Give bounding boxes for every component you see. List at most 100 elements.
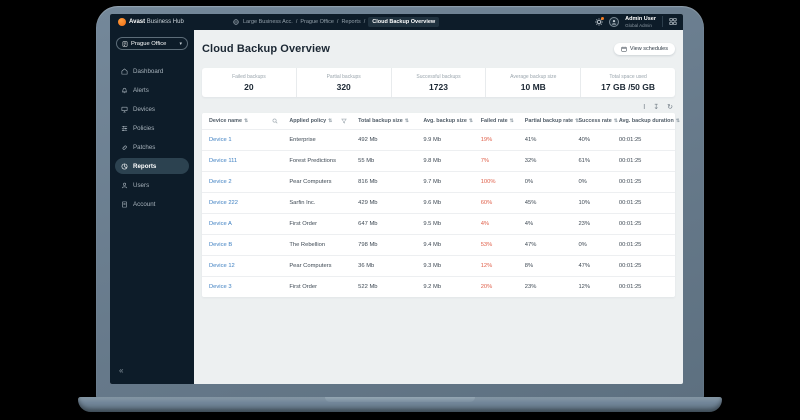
device-name-link[interactable]: Device A xyxy=(209,221,232,227)
sort-icon[interactable]: ⇅ xyxy=(613,118,618,124)
partial-backup-rate-cell: 0% xyxy=(524,179,534,185)
stat-failed-backups: Failed backups 20 xyxy=(202,68,296,97)
stat-value: 10 MB xyxy=(520,81,546,92)
avg-backup-size-cell: 9.7 Mb xyxy=(423,179,442,185)
table-row[interactable]: Device 3 First Order 522 Mb 9.2 Mb 20% 2… xyxy=(202,276,675,297)
failed-rate-cell: 12% xyxy=(480,263,493,269)
column-header-failed-rate[interactable]: Failed rate ⇅ xyxy=(480,118,514,124)
sidebar-item-reports[interactable]: Reports xyxy=(115,158,189,174)
table-row[interactable]: Device A First Order 647 Mb 9.5 Mb 4% 4%… xyxy=(202,213,675,234)
main-content: Cloud Backup Overview View schedules Fai… xyxy=(194,30,683,384)
user-role: Global Admin xyxy=(625,22,652,28)
column-header-avg-backup-duration[interactable]: Avg. backup duration ⇅ xyxy=(618,118,680,124)
sort-icon[interactable]: ⇅ xyxy=(404,118,409,124)
home-icon xyxy=(121,67,128,74)
column-header-success-rate[interactable]: Success rate ⇅ xyxy=(578,118,618,124)
breadcrumb-item-site[interactable]: Prague Office xyxy=(300,19,334,25)
filter-icon[interactable] xyxy=(341,118,347,124)
user-name: Admin User xyxy=(625,16,656,23)
breadcrumb-item-current: Cloud Backup Overview xyxy=(368,17,440,27)
report-pie-icon xyxy=(121,163,128,169)
site-selector[interactable]: Prague Office ▾ xyxy=(116,37,188,50)
column-header-device-name[interactable]: Device name ⇅ xyxy=(209,118,289,124)
stat-successful-backups: Successful backups 1723 xyxy=(390,68,486,97)
sidebar-collapse-button[interactable]: « xyxy=(119,366,124,375)
calendar-icon xyxy=(621,46,627,52)
partial-backup-rate-cell: 4% xyxy=(524,221,534,227)
device-name-link[interactable]: Device 2 xyxy=(209,179,232,185)
table-row[interactable]: Device B The Rebellion 798 Mb 9.4 Mb 53%… xyxy=(202,234,675,255)
view-schedules-button[interactable]: View schedules xyxy=(613,43,675,55)
success-rate-cell: 0% xyxy=(578,179,587,185)
applied-policy-cell: First Order xyxy=(289,284,318,290)
search-icon[interactable] xyxy=(272,118,278,124)
sort-icon[interactable]: ⇅ xyxy=(243,118,249,124)
avatar[interactable] xyxy=(609,16,620,27)
user-meta[interactable]: Admin User Global Admin xyxy=(625,16,656,27)
table-header-row: Device name ⇅ Applied policy ⇅ xyxy=(202,113,680,129)
table-row[interactable]: Device 222 Sarfin Inc. 429 Mb 9.6 Mb 60%… xyxy=(202,192,675,213)
laptop-base xyxy=(78,397,722,412)
total-backup-size-cell: 522 Mb xyxy=(358,284,378,290)
failed-rate-cell: 53% xyxy=(480,242,493,248)
sort-icon[interactable]: ⇅ xyxy=(675,118,680,124)
sidebar-item-label: Dashboard xyxy=(133,67,164,75)
column-header-applied-policy[interactable]: Applied policy ⇅ xyxy=(289,118,358,124)
sort-icon[interactable]: ⇅ xyxy=(328,118,333,124)
applied-policy-cell: Sarfin Inc. xyxy=(289,200,316,206)
table-row[interactable]: Device 2 Pear Computers 816 Mb 9.7 Mb 10… xyxy=(202,171,675,192)
partial-backup-rate-cell: 47% xyxy=(524,242,537,248)
app-switcher-icon[interactable] xyxy=(669,18,677,26)
brand-name: Avast Business Hub xyxy=(129,19,184,25)
column-header-partial-backup-rate[interactable]: Partial backup rate ⇅ xyxy=(524,118,580,124)
stat-value: 17 GB /50 GB xyxy=(601,81,656,92)
sidebar-item-users[interactable]: Users xyxy=(115,177,189,193)
failed-rate-cell: 60% xyxy=(480,200,493,206)
sidebar-item-dashboard[interactable]: Dashboard xyxy=(115,63,189,79)
column-header-avg-backup-size[interactable]: Avg. backup size ⇅ xyxy=(423,118,474,124)
avg-backup-size-cell: 9.2 Mb xyxy=(423,284,442,290)
brand: Avast Business Hub xyxy=(118,18,220,26)
total-backup-size-cell: 429 Mb xyxy=(358,200,378,206)
sliders-icon xyxy=(121,125,128,131)
success-rate-cell: 61% xyxy=(578,158,591,164)
laptop-shadow xyxy=(70,408,730,418)
total-backup-size-cell: 55 Mb xyxy=(358,158,375,164)
breadcrumb-item-reports[interactable]: Reports xyxy=(341,19,361,25)
total-backup-size-cell: 647 Mb xyxy=(358,221,378,227)
table-row[interactable]: Device 12 Pear Computers 36 Mb 9.3 Mb 12… xyxy=(202,255,675,276)
total-backup-size-cell: 798 Mb xyxy=(358,242,378,248)
sort-icon[interactable]: ⇅ xyxy=(468,118,474,124)
avg-backup-duration-cell: 00:01:25 xyxy=(618,284,642,290)
globe-icon xyxy=(232,18,240,26)
sidebar-item-account[interactable]: Account xyxy=(115,196,189,212)
sidebar-item-label: Policies xyxy=(133,124,155,132)
sidebar-item-alerts[interactable]: Alerts xyxy=(115,82,189,98)
settings-gear-icon[interactable] xyxy=(595,16,605,26)
device-name-link[interactable]: Device 1 xyxy=(209,137,232,143)
table-row[interactable]: Device 111 Forest Predictions 55 Mb 9.8 … xyxy=(202,150,675,171)
table-row[interactable]: Device 1 Enterprise 492 Mb 9.9 Mb 19% 41… xyxy=(202,129,675,150)
page-header: Cloud Backup Overview View schedules xyxy=(202,43,675,55)
device-name-link[interactable]: Device B xyxy=(209,242,233,248)
device-name-link[interactable]: Device 222 xyxy=(209,200,239,206)
device-name-link[interactable]: Device 111 xyxy=(209,158,238,164)
applied-policy-cell: Enterprise xyxy=(289,137,316,143)
column-header-total-backup-size[interactable]: Total backup size ⇅ xyxy=(358,118,409,124)
chevron-down-icon: ▾ xyxy=(179,40,182,47)
avg-backup-duration-cell: 00:01:25 xyxy=(618,200,642,206)
refresh-icon[interactable]: ↻ xyxy=(667,104,673,111)
device-name-link[interactable]: Device 3 xyxy=(209,284,232,290)
sidebar-item-devices[interactable]: Devices xyxy=(115,101,189,117)
sort-icon[interactable]: ⇅ xyxy=(509,118,514,124)
sidebar-item-patches[interactable]: Patches xyxy=(115,139,189,155)
sort-icon[interactable]: ⇅ xyxy=(575,118,580,124)
stat-label: Partial backups xyxy=(326,73,361,80)
breadcrumb-item-account[interactable]: Large Business Acc. xyxy=(243,19,293,25)
bell-icon xyxy=(122,87,127,93)
sidebar-item-policies[interactable]: Policies xyxy=(115,120,189,136)
download-icon[interactable]: ↧ xyxy=(653,104,660,111)
row-height-icon[interactable]: І xyxy=(643,104,646,111)
device-name-link[interactable]: Device 12 xyxy=(209,263,235,269)
view-schedules-label: View schedules xyxy=(629,46,668,52)
